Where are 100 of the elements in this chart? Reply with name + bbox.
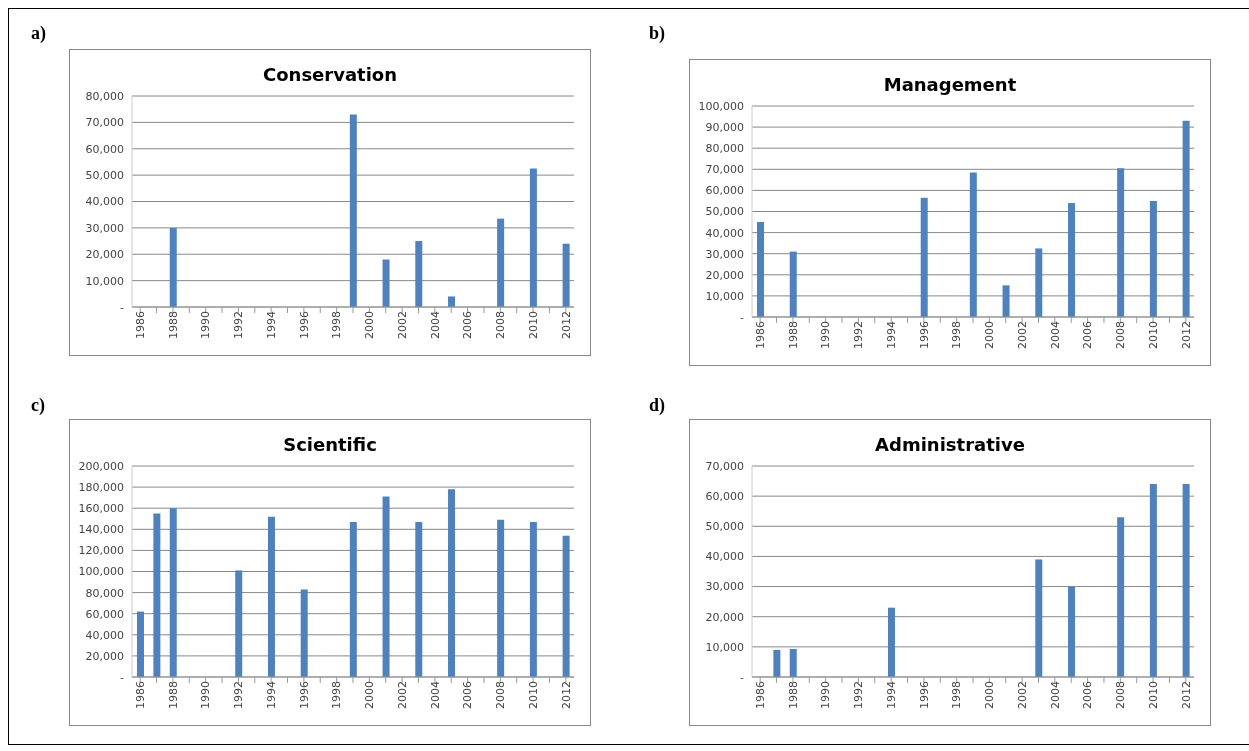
y-tick-label: 20,000 xyxy=(85,649,124,663)
bar xyxy=(562,243,570,307)
x-tick-label: 2008 xyxy=(494,681,508,709)
y-tick-label: 10,000 xyxy=(705,289,744,303)
x-tick-label: 2012 xyxy=(1179,681,1193,709)
bar xyxy=(1035,559,1043,677)
x-tick-label: 2006 xyxy=(461,311,475,339)
x-tick-label: 1994 xyxy=(884,321,898,349)
bar xyxy=(1068,586,1076,677)
x-tick-label: 1986 xyxy=(754,681,767,709)
x-tick-label: 1996 xyxy=(297,311,311,339)
x-tick-label: 2008 xyxy=(494,311,508,339)
y-tick-label: 80,000 xyxy=(85,586,124,600)
y-tick-label: 70,000 xyxy=(705,459,744,473)
y-tick-label: 120,000 xyxy=(78,544,124,558)
x-tick-label: 1994 xyxy=(884,681,898,709)
y-tick-label: 50,000 xyxy=(705,520,744,534)
bar xyxy=(382,259,390,307)
x-tick-label: 2000 xyxy=(983,321,997,349)
text: b) xyxy=(649,23,666,44)
bar xyxy=(169,227,177,307)
y-tick-label: 160,000 xyxy=(78,502,124,516)
y-tick-label: 50,000 xyxy=(85,169,124,183)
y-tick-label: 20,000 xyxy=(705,268,744,282)
bar xyxy=(1182,120,1190,317)
chart-title: Conservation xyxy=(262,64,398,87)
x-tick-label: 1996 xyxy=(917,681,931,709)
y-tick-label: 100,000 xyxy=(78,565,124,579)
x-tick-label: 2004 xyxy=(428,311,442,339)
y-tick-label: 40,000 xyxy=(705,226,744,240)
y-tick-label: 10,000 xyxy=(705,640,744,654)
bar xyxy=(789,251,797,317)
y-tick-label: 80,000 xyxy=(85,89,124,103)
x-tick-label: 1992 xyxy=(852,321,866,349)
bar xyxy=(920,197,928,317)
x-tick-label: 2002 xyxy=(1015,681,1029,709)
y-tick-label: - xyxy=(120,670,125,684)
bar xyxy=(969,172,977,317)
x-tick-label: 2012 xyxy=(559,311,573,339)
y-tick-label: 30,000 xyxy=(705,247,744,261)
bar xyxy=(153,513,161,677)
bar xyxy=(235,570,243,677)
x-tick-label: 1998 xyxy=(950,321,964,349)
x-tick-label: 1990 xyxy=(199,311,213,339)
y-tick-label: 20,000 xyxy=(705,610,744,624)
bar xyxy=(497,218,505,307)
bar xyxy=(757,222,764,317)
x-tick-label: 1996 xyxy=(917,321,931,349)
x-tick-label: 1986 xyxy=(134,681,147,709)
bar xyxy=(448,296,456,307)
x-tick-label: 2006 xyxy=(461,681,475,709)
x-tick-label: 1994 xyxy=(264,311,278,339)
y-tick-label: 50,000 xyxy=(705,205,744,219)
bar xyxy=(529,168,537,307)
y-tick-label: 140,000 xyxy=(78,523,124,537)
chart-title: Administrative xyxy=(874,434,1026,457)
y-tick-label: 40,000 xyxy=(705,550,744,564)
bar xyxy=(415,241,423,307)
x-tick-label: 2002 xyxy=(395,311,409,339)
x-tick-label: 2000 xyxy=(363,681,377,709)
x-tick-label: 2008 xyxy=(1114,321,1128,349)
x-tick-label: 1996 xyxy=(297,681,311,709)
x-tick-label: 2008 xyxy=(1114,681,1128,709)
bar xyxy=(137,611,144,677)
x-tick-label: 2004 xyxy=(1048,321,1062,349)
x-tick-label: 2004 xyxy=(1048,681,1062,709)
y-tick-label: 80,000 xyxy=(705,142,744,156)
y-tick-label: 30,000 xyxy=(705,580,744,594)
y-tick-label: 40,000 xyxy=(85,195,124,209)
x-tick-label: 2010 xyxy=(1146,681,1160,709)
bar xyxy=(1149,484,1157,677)
x-tick-label: 2010 xyxy=(526,681,540,709)
x-tick-label: 1998 xyxy=(330,311,344,339)
bar xyxy=(1068,203,1076,317)
bar xyxy=(349,114,357,307)
y-tick-label: 180,000 xyxy=(78,481,124,495)
bar xyxy=(300,589,308,677)
bar xyxy=(497,519,505,677)
x-tick-label: 2002 xyxy=(1015,321,1029,349)
x-tick-label: 1990 xyxy=(199,681,213,709)
x-tick-label: 2000 xyxy=(983,681,997,709)
bar xyxy=(562,535,570,677)
x-tick-label: 2000 xyxy=(363,311,377,339)
x-tick-label: 1988 xyxy=(166,311,180,339)
x-tick-label: 1988 xyxy=(166,681,180,709)
x-tick-label: 1986 xyxy=(134,311,147,339)
bar xyxy=(1002,285,1010,317)
x-tick-label: 1990 xyxy=(819,321,833,349)
y-tick-label: 200,000 xyxy=(78,459,124,473)
x-tick-label: 1994 xyxy=(264,681,278,709)
x-tick-label: 1998 xyxy=(330,681,344,709)
bar xyxy=(773,649,781,677)
text: c) xyxy=(31,395,45,416)
bar xyxy=(1035,248,1043,317)
text: d) xyxy=(649,395,666,416)
y-tick-label: 70,000 xyxy=(85,116,124,130)
bar xyxy=(1182,484,1190,677)
bar xyxy=(887,607,895,677)
bar xyxy=(267,516,275,677)
x-tick-label: 1992 xyxy=(852,681,866,709)
